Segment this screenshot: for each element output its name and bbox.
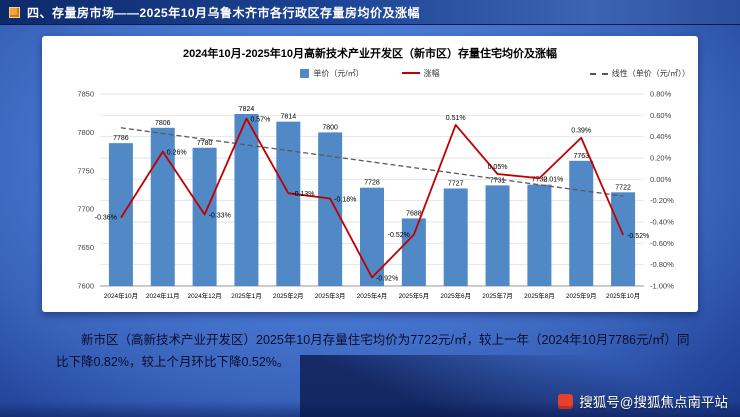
svg-text:0.05%: 0.05% [488, 164, 508, 171]
svg-text:0.26%: 0.26% [167, 150, 187, 157]
line-swatch-icon [401, 72, 420, 74]
svg-text:2025年5月: 2025年5月 [399, 291, 430, 300]
svg-text:-0.52%: -0.52% [388, 232, 410, 239]
header-bar: 四、存量房市场——2025年10月乌鲁木齐市各行政区存量房均价及涨幅 [0, 0, 740, 25]
svg-text:2024年12月: 2024年12月 [188, 291, 222, 300]
svg-text:2025年2月: 2025年2月 [273, 291, 304, 300]
svg-text:-0.33%: -0.33% [209, 213, 231, 220]
legend-label-change: 涨幅 [423, 68, 440, 78]
svg-text:7806: 7806 [155, 120, 171, 127]
watermark-text: 搜狐号@搜狐焦点南平站 [579, 395, 728, 410]
svg-text:2025年4月: 2025年4月 [357, 291, 388, 300]
svg-text:-0.20%: -0.20% [650, 196, 674, 205]
svg-text:2024年11月: 2024年11月 [146, 291, 180, 300]
svg-text:-0.18%: -0.18% [334, 197, 356, 204]
svg-text:7688: 7688 [406, 210, 422, 217]
svg-text:0.57%: 0.57% [250, 117, 270, 124]
svg-text:7824: 7824 [239, 106, 255, 113]
svg-text:7600: 7600 [77, 282, 94, 291]
legend-item-trend: 线性（单价（元/㎡）） [589, 68, 690, 79]
svg-text:2025年3月: 2025年3月 [315, 291, 346, 300]
svg-text:0.00%: 0.00% [650, 175, 672, 184]
svg-text:7728: 7728 [364, 180, 380, 187]
svg-text:-0.92%: -0.92% [376, 275, 398, 282]
header-title: 四、存量房市场——2025年10月乌鲁木齐市各行政区存量房均价及涨幅 [27, 5, 421, 20]
svg-text:-0.36%: -0.36% [95, 215, 117, 222]
legend-label-price: 单价（元/㎡） [313, 68, 364, 78]
svg-text:0.20%: 0.20% [650, 154, 672, 163]
svg-text:7722: 7722 [615, 184, 631, 191]
bar-swatch-icon [300, 68, 310, 78]
svg-text:7727: 7727 [448, 180, 464, 187]
svg-text:-1.00%: -1.00% [650, 282, 674, 291]
svg-text:7786: 7786 [113, 135, 129, 142]
svg-text:0.51%: 0.51% [446, 115, 466, 122]
svg-text:7750: 7750 [77, 166, 94, 175]
dash-swatch-icon [589, 72, 608, 75]
svg-text:2025年6月: 2025年6月 [440, 291, 471, 300]
legend-label-trend: 线性（单价（元/㎡）） [611, 69, 690, 78]
legend-item-change: 涨幅 [401, 68, 440, 79]
svg-text:0.39%: 0.39% [571, 128, 591, 135]
svg-text:7850: 7850 [77, 90, 94, 99]
svg-text:2024年10月: 2024年10月 [104, 291, 138, 300]
svg-text:7700: 7700 [77, 205, 94, 214]
chart-legend: 单价（元/㎡） 涨幅 线性（单价（元/㎡）） [42, 64, 698, 82]
svg-text:0.01%: 0.01% [543, 176, 563, 183]
svg-text:7800: 7800 [322, 124, 338, 131]
svg-text:2025年10月: 2025年10月 [606, 291, 640, 300]
svg-text:7800: 7800 [77, 128, 94, 137]
svg-text:7731: 7731 [490, 177, 506, 184]
svg-text:-0.13%: -0.13% [292, 191, 314, 198]
chart-svg: 0.80%0.60%0.40%0.20%0.00%-0.20%-0.40%-0.… [77, 90, 674, 301]
bullet-square-icon [9, 6, 20, 18]
svg-text:7780: 7780 [197, 140, 213, 147]
svg-text:0.40%: 0.40% [650, 132, 672, 141]
svg-text:2025年8月: 2025年8月 [524, 291, 555, 300]
svg-text:-0.40%: -0.40% [650, 218, 674, 227]
svg-text:7732: 7732 [532, 177, 548, 184]
watermark: 搜狐号@搜狐焦点南平站 [558, 391, 728, 411]
svg-text:-0.52%: -0.52% [627, 233, 649, 240]
svg-text:7763: 7763 [573, 153, 589, 160]
svg-text:0.60%: 0.60% [650, 111, 672, 120]
svg-text:0.80%: 0.80% [650, 90, 672, 99]
svg-text:7650: 7650 [77, 243, 94, 252]
sohu-logo-icon [558, 393, 574, 409]
svg-text:7814: 7814 [281, 114, 297, 121]
svg-text:-0.60%: -0.60% [650, 239, 674, 248]
svg-text:-0.80%: -0.80% [650, 260, 674, 269]
svg-text:2025年1月: 2025年1月 [231, 291, 262, 300]
summary-text: 新市区（高新技术产业开发区）2025年10月存量住宅均价为7722元/㎡，较上一… [56, 333, 690, 369]
svg-text:2025年7月: 2025年7月 [482, 291, 513, 300]
chart-panel: 2024年10月-2025年10月高新技术产业开发区（新市区）存量住宅均价及涨幅… [42, 36, 698, 312]
legend-item-price: 单价（元/㎡） [300, 68, 364, 79]
svg-text:2025年9月: 2025年9月 [566, 291, 597, 300]
chart-title: 2024年10月-2025年10月高新技术产业开发区（新市区）存量住宅均价及涨幅 [182, 48, 558, 60]
